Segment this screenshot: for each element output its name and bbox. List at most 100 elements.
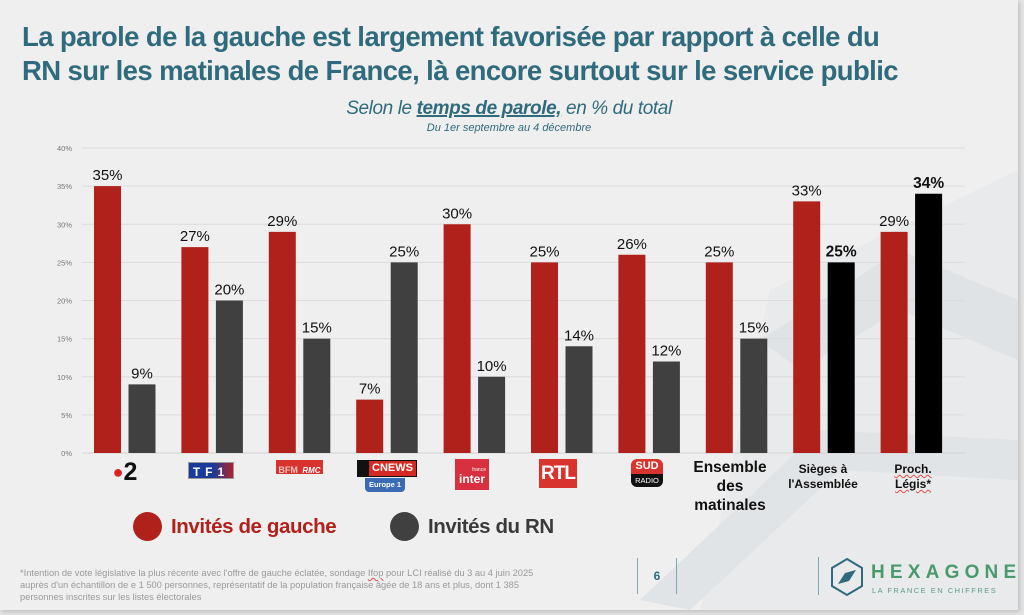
ensemble-line-3: matinales [694, 497, 766, 514]
category-tf1-logo: TF1 [188, 462, 234, 479]
bar-rn [565, 346, 593, 453]
bar-rn [215, 300, 243, 453]
legend-left-swatch-icon [133, 512, 162, 541]
data-label: 20% [214, 282, 244, 299]
bar-left [268, 231, 296, 453]
data-label: 25% [529, 243, 559, 260]
france2-dot-icon: ● [112, 462, 124, 482]
bar-rn [915, 193, 943, 453]
legend-left-label: Invités de gauche [171, 514, 337, 538]
footnote-ifop: Ifop [367, 568, 384, 578]
bar-left [531, 262, 558, 453]
category-cnews-europe1-logo: CNEWS Europe 1 [357, 460, 417, 492]
footnote-part-2: pour LCI réalisé du 3 au 4 juin 2025 aup… [20, 568, 534, 602]
rtl-text: RTL [541, 463, 576, 484]
bar-left [705, 262, 733, 453]
inter-small-text: france [472, 467, 486, 473]
y-tick-label: 5% [61, 411, 72, 420]
data-label: 26% [617, 236, 647, 253]
y-tick-label: 10% [57, 373, 72, 382]
bar-left [181, 247, 209, 453]
legis-line-1: Proch. [894, 462, 932, 476]
subtitle-emphasis: temps de parole, [416, 98, 562, 119]
date-range: Du 1er septembre au 4 décembre [426, 122, 592, 134]
data-label: 25% [389, 243, 419, 260]
legend-rn-swatch-icon [390, 512, 419, 541]
rmc-text: RMC [302, 466, 321, 475]
data-label: 27% [180, 228, 210, 245]
page-title: La parole de la gauche est largement fav… [22, 20, 1002, 88]
bar-left [618, 254, 646, 453]
category-rtl-logo: RTL [539, 459, 577, 488]
sieges-line-1: Sièges à [798, 462, 848, 476]
y-tick-label: 20% [57, 297, 72, 306]
legend-item-rn: Invités du RN [390, 512, 554, 541]
ensemble-line-2: des [716, 478, 744, 495]
category-france2-logo: ●2 [92, 458, 158, 487]
radio-text: RADIO [631, 474, 663, 487]
bar-left [356, 399, 384, 453]
brand-name: HEXAGONE [871, 562, 1018, 583]
france2-text: 2 [123, 458, 138, 486]
page-number: 6 [637, 558, 677, 594]
bar-rn [740, 338, 768, 453]
title-line-1: La parole de la gauche est largement fav… [22, 21, 880, 52]
bar-rn [303, 338, 331, 453]
category-sieges-label: Sièges à l'Assemblée [776, 462, 870, 492]
data-label: 25% [826, 243, 857, 260]
bar-rn [652, 361, 680, 453]
bar-rn [390, 262, 418, 453]
data-label: 29% [267, 213, 297, 230]
bar-left [793, 201, 821, 453]
cnews-text: CNEWS [357, 460, 417, 477]
subtitle-suffix: en % du total [561, 98, 672, 119]
category-france-inter-logo: france inter [455, 459, 489, 490]
bar-left [880, 231, 908, 453]
data-label: 30% [442, 205, 472, 222]
footnote-part-1: *Intention de vote législative la plus r… [20, 568, 368, 578]
bar-rn [478, 376, 506, 453]
ensemble-line-1: Ensemble [693, 459, 767, 476]
legis-line-2: Légis* [894, 477, 931, 491]
y-tick-label: 35% [57, 182, 72, 191]
tf1-text: TF1 [192, 465, 230, 479]
category-sud-radio-logo: SUD RADIO [631, 459, 663, 487]
y-tick-label: 30% [57, 220, 72, 229]
y-tick-label: 25% [57, 258, 72, 267]
data-label: 9% [131, 365, 153, 382]
title-line-2: RN sur les matinales de France, là encor… [22, 55, 899, 86]
y-tick-label: 15% [57, 335, 72, 344]
bar-chart: 0% 5% 10% 15% 20% 25% 30% 35% 40% 35% 9% 27% 20% 29% 1… [57, 144, 965, 458]
legend-item-left: Invités de gauche [133, 512, 337, 541]
category-ensemble-label: Ensemble des matinales [690, 458, 770, 515]
hexagone-compass-logo-icon [831, 557, 863, 597]
chart-subtitle: Selon le temps de parole, en % du total [0, 98, 1018, 120]
data-label: 25% [704, 243, 734, 260]
data-label: 33% [792, 182, 822, 199]
legend-rn-label: Invités du RN [428, 514, 554, 538]
europe1-text: Europe 1 [365, 478, 405, 492]
bfm-text: BFM [278, 465, 298, 475]
data-label: 35% [92, 167, 122, 184]
category-bfm-rmc-logo: BFM RMC [276, 460, 323, 475]
data-label: 15% [302, 320, 332, 337]
data-label: 10% [477, 358, 507, 375]
data-label: 15% [739, 320, 769, 337]
subtitle-prefix: Selon le [346, 98, 417, 119]
brand-divider [818, 557, 819, 595]
sud-text: SUD [631, 459, 663, 474]
brand-tagline: LA FRANCE EN CHIFFRES [872, 586, 998, 595]
data-label: 7% [359, 381, 381, 398]
bar-left [94, 186, 121, 453]
data-label: 29% [879, 213, 909, 230]
bar-left [443, 224, 471, 453]
bar-rn [827, 262, 855, 453]
y-tick-label: 40% [57, 144, 72, 153]
category-legis-label: Proch. Légis* [875, 462, 951, 492]
data-label: 34% [913, 175, 944, 192]
inter-text: inter [458, 472, 485, 486]
data-label: 12% [651, 343, 681, 360]
sieges-line-2: l'Assemblée [788, 477, 858, 491]
y-tick-label: 0% [61, 449, 72, 458]
